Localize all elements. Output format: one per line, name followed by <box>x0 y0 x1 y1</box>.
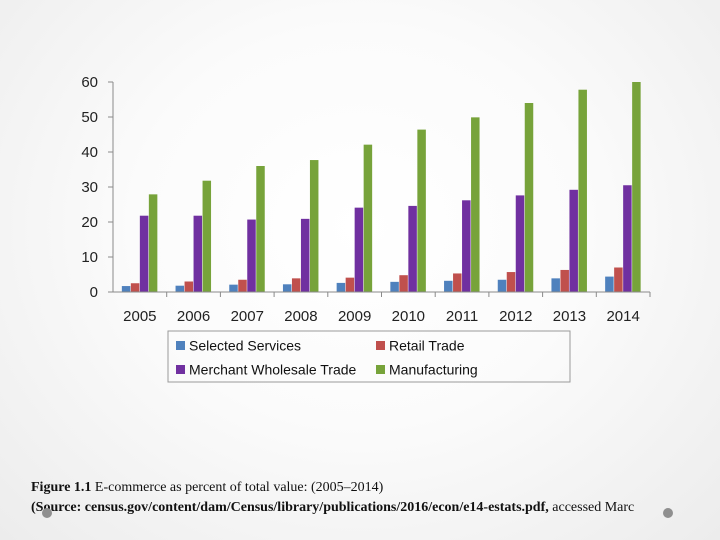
bar-merchant-wholesale-trade-2008 <box>300 218 310 292</box>
bar-selected-services-2010 <box>390 281 399 292</box>
y-tick-label: 40 <box>81 144 98 161</box>
bar-manufacturing-2007 <box>256 166 265 292</box>
x-tick-label: 2006 <box>177 308 210 325</box>
x-tick-label: 2008 <box>284 308 317 325</box>
x-tick-label: 2005 <box>123 308 156 325</box>
x-tick-label: 2014 <box>606 308 639 325</box>
bar-retail-trade-2007 <box>238 279 247 292</box>
bar-manufacturing-2012 <box>524 103 534 292</box>
figure-caption: Figure 1.1 E-commerce as percent of tota… <box>31 478 720 518</box>
x-axis: 2005 2006 2007 2008 2009 2010 2011 2012 2013 2014 <box>113 291 651 325</box>
legend-swatch <box>176 341 185 350</box>
legend-swatch <box>176 365 185 374</box>
x-tick-label: 2007 <box>231 308 264 325</box>
source-label: (Source: census.gov/content/dam/Census/l… <box>31 500 549 515</box>
bar-merchant-wholesale-trade-2009 <box>354 207 364 292</box>
bar-selected-services-2011 <box>444 280 453 292</box>
bar-manufacturing-2006 <box>202 180 212 292</box>
source-text: accessed Marc <box>548 500 635 515</box>
figure-label: Figure 1.1 <box>31 480 92 495</box>
y-tick-label: 10 <box>81 249 98 266</box>
legend-swatch <box>376 365 385 374</box>
bar-retail-trade-2009 <box>345 277 355 292</box>
bar-selected-services-2005 <box>121 286 131 292</box>
caption-line-1: Figure 1.1 E-commerce as percent of tota… <box>31 478 720 498</box>
y-axis: 0 10 20 30 40 50 60 <box>81 74 114 301</box>
legend: Selected Services Retail Trade Merchant Wh… <box>167 330 571 383</box>
bar-retail-trade-2006 <box>184 281 194 292</box>
slide-bullet-right <box>663 508 673 518</box>
bar-manufacturing-2014 <box>632 82 641 292</box>
x-tick-label: 2012 <box>499 308 532 325</box>
bar-retail-trade-2014 <box>614 267 623 292</box>
bar-merchant-wholesale-trade-2006 <box>193 215 203 292</box>
bar-selected-services-2013 <box>551 278 560 292</box>
bar-selected-services-2009 <box>336 282 346 292</box>
bar-manufacturing-2011 <box>471 117 480 292</box>
slide-bullet-left <box>42 508 52 518</box>
legend-swatch <box>376 341 385 350</box>
y-tick-label: 60 <box>81 74 98 91</box>
y-tick-label: 30 <box>81 179 98 196</box>
bar-merchant-wholesale-trade-2012 <box>515 195 525 292</box>
bar-retail-trade-2013 <box>560 269 569 292</box>
bar-manufacturing-2010 <box>417 129 426 292</box>
bar-merchant-wholesale-trade-2014 <box>623 185 632 292</box>
figure-text: E-commerce as percent of total value: (2… <box>91 480 384 495</box>
caption-line-2: (Source: census.gov/content/dam/Census/l… <box>31 498 720 518</box>
bar-manufacturing-2013 <box>578 89 587 292</box>
bar-manufacturing-2005 <box>148 194 158 292</box>
legend-box <box>167 330 571 383</box>
y-tick-label: 50 <box>81 109 98 126</box>
bar-retail-trade-2011 <box>453 273 462 292</box>
bar-selected-services-2007 <box>229 284 238 292</box>
y-tick-label: 0 <box>90 284 98 301</box>
bar-selected-services-2006 <box>175 285 185 292</box>
legend-label: Retail Trade <box>389 338 465 354</box>
legend-label: Selected Services <box>189 338 301 354</box>
bar-selected-services-2012 <box>497 279 507 292</box>
bar-merchant-wholesale-trade-2010 <box>408 205 417 292</box>
x-tick-label: 2013 <box>553 308 586 325</box>
bar-manufacturing-2009 <box>363 144 373 292</box>
plot-area <box>121 82 641 292</box>
bar-retail-trade-2005 <box>130 283 140 292</box>
bar-merchant-wholesale-trade-2013 <box>569 189 578 292</box>
bar-merchant-wholesale-trade-2011 <box>462 200 471 292</box>
bar-merchant-wholesale-trade-2005 <box>139 215 149 292</box>
y-tick-label: 20 <box>81 214 98 231</box>
x-tick-label: 2011 <box>446 308 478 325</box>
legend-label: Manufacturing <box>389 362 478 378</box>
bar-selected-services-2008 <box>282 284 292 292</box>
bar-retail-trade-2008 <box>291 278 301 292</box>
legend-label: Merchant Wholesale Trade <box>189 362 357 378</box>
x-tick-label: 2009 <box>338 308 371 325</box>
bar-retail-trade-2012 <box>506 272 516 292</box>
bar-manufacturing-2008 <box>309 160 319 292</box>
bar-retail-trade-2010 <box>399 275 408 292</box>
bar-selected-services-2014 <box>605 276 614 292</box>
x-tick-label: 2010 <box>392 308 425 325</box>
bar-merchant-wholesale-trade-2007 <box>247 219 256 292</box>
